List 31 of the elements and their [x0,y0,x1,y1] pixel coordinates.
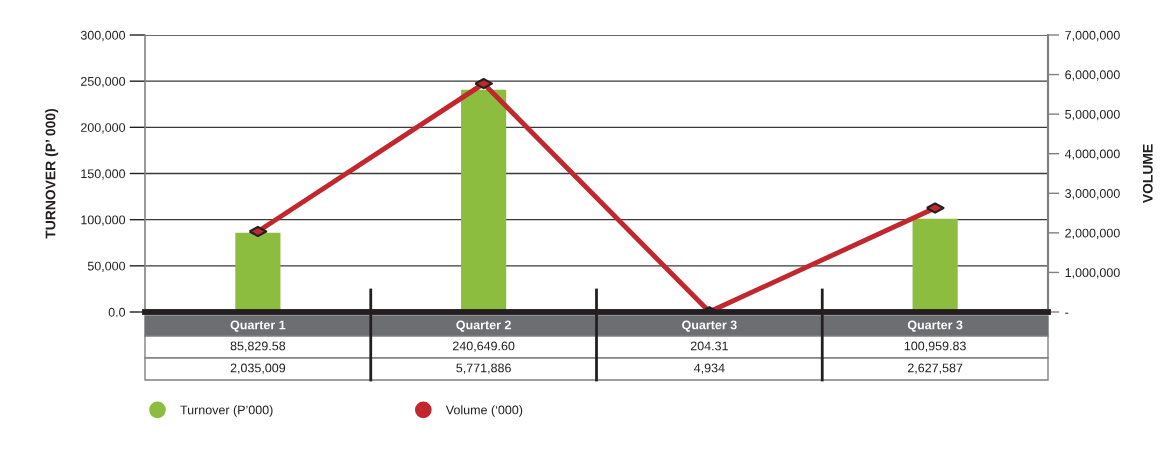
data-label: 240,649.60 [452,341,515,352]
x-tick-label: Quarter 3 [682,320,737,332]
data-label: 85,829.58 [230,341,286,352]
data-label: 2,035,009 [230,363,286,374]
x-tick-label: Quarter 1 [230,320,286,332]
y2-tick-label: - [1065,312,1069,314]
y-tick-label: 150,000 [81,169,126,180]
data-label: 100,959.83 [904,341,966,352]
data-label: 5,771,886 [456,363,511,374]
y2-tick-label: 1,000,000 [1065,268,1120,279]
y-tick-label: 200,000 [81,123,126,134]
y2-tick-label: 4,000,000 [1064,149,1120,160]
y-tick-label: 50,000 [87,261,126,272]
legend-label: Volume (‘000) [445,405,523,417]
y2-axis-title: VOLUME [1142,144,1153,204]
legend-label: Turnover (P’000) [180,405,273,417]
y-tick-label: 250,000 [81,76,126,88]
data-label: 4,934 [694,363,725,374]
y2-tick-label: 7,000,000 [1065,30,1120,42]
x-tick-label: Quarter 2 [456,320,511,332]
y2-tick-label: 2,000,000 [1065,228,1120,239]
y2-tick-label: 5,000,000 [1065,109,1120,121]
y2-tick-label: 3,000,000 [1065,189,1120,200]
y-axis-title: TURNOVER (P’ 000) [45,108,59,239]
data-label: 2,627,587 [907,363,963,374]
x-tick-label: Quarter 3 [907,320,963,332]
y-tick-label: 100,000 [81,215,126,226]
y-tick-label: 0.0 [108,307,126,317]
data-label: 204.31 [690,341,728,351]
y2-tick-label: 6,000,000 [1065,70,1120,81]
y-tick-label: 300,000 [80,30,126,42]
